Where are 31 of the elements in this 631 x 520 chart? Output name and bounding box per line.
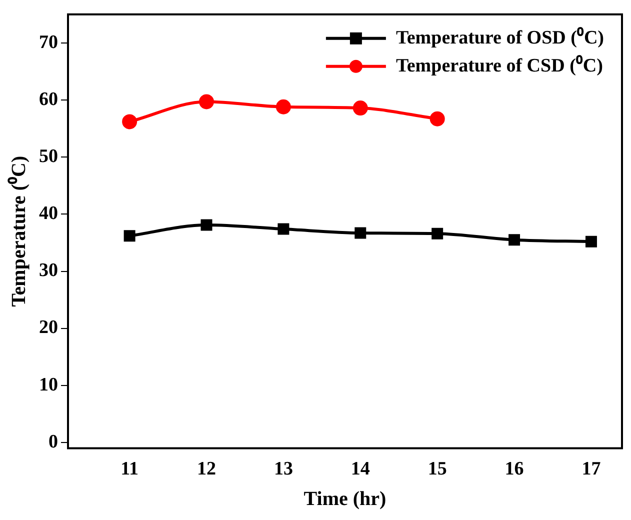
x-tick-label: 12 [197,458,216,480]
point [352,100,368,116]
x-tick-label: 16 [504,458,524,480]
x-axis-title: Time (hr) [304,488,386,510]
x-tick-label: 17 [582,458,602,480]
point [508,234,520,246]
point [432,228,444,240]
point [122,114,138,130]
x-tick-label: 13 [274,458,293,480]
y-tick-label: 10 [39,374,58,396]
point [199,94,214,110]
y-tick-label: 70 [39,32,58,53]
x-tick-label: 15 [428,458,447,480]
legend-label: Temperature of OSD (⁰C) [396,26,604,48]
y-axis-title: Temperature (⁰C) [7,156,30,307]
y-tick-label: 0 [48,431,58,452]
x-tick-label: 14 [350,458,370,480]
point [124,230,136,242]
point [585,236,597,248]
y-tick-label: 30 [39,260,58,282]
y-tick-label: 60 [39,88,58,110]
y-tick-label: 50 [39,146,58,168]
point [276,99,291,114]
point [430,111,445,126]
point [354,227,366,239]
y-tick-label: 40 [39,203,58,224]
y-tick-label: 20 [39,317,58,338]
legend-label: Temperature of CSD (⁰C) [396,54,603,76]
point [278,223,290,235]
point [200,219,212,231]
x-tick-label: 11 [120,458,139,480]
